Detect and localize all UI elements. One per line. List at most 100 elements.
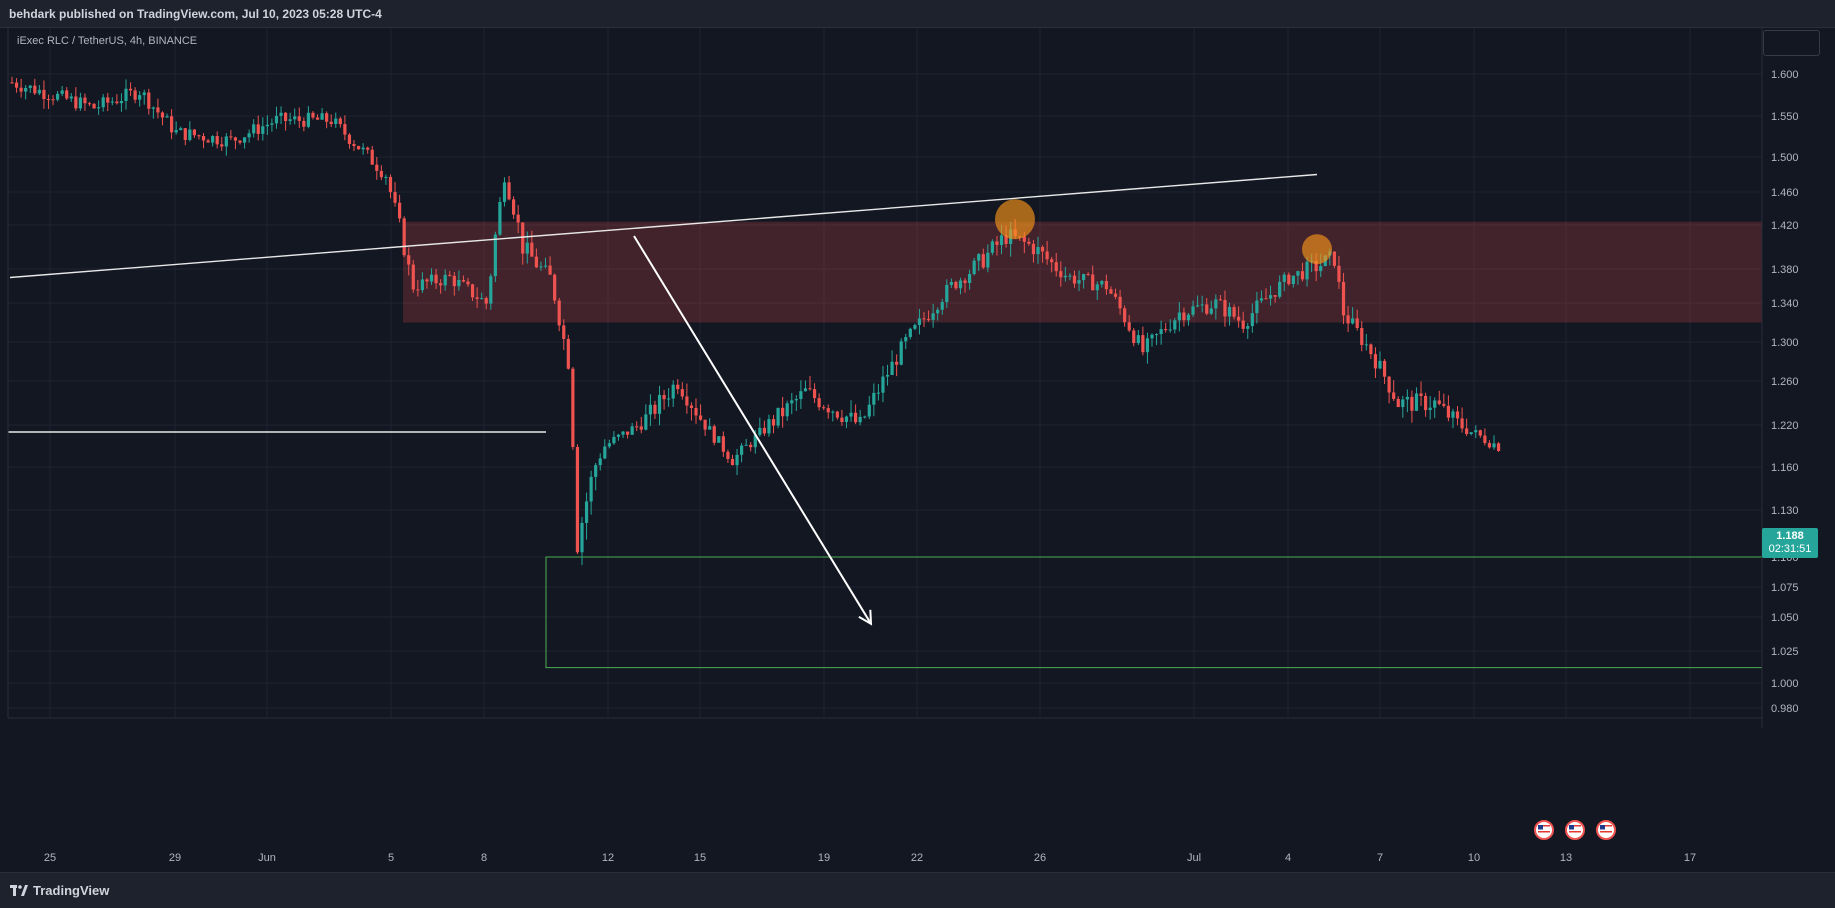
time-tick-label: 10 bbox=[1468, 852, 1480, 864]
candle-body bbox=[926, 319, 931, 321]
candle-body bbox=[28, 85, 32, 88]
tradingview-logo[interactable]: TradingView bbox=[10, 883, 109, 898]
candle-body bbox=[33, 85, 37, 94]
flag-stripe bbox=[1600, 828, 1612, 830]
price-tick-label: 1.260 bbox=[1771, 376, 1799, 388]
highlight-circle bbox=[1302, 234, 1332, 265]
candle-body bbox=[334, 118, 338, 125]
candle-body bbox=[844, 416, 849, 423]
candle-body bbox=[83, 97, 87, 104]
last-price-tag: 1.188 02:31:51 bbox=[1762, 528, 1818, 558]
flag-canton bbox=[1600, 825, 1605, 830]
candle-body bbox=[776, 407, 780, 426]
candle-body bbox=[247, 133, 251, 138]
flag-stripe bbox=[1569, 834, 1581, 836]
candle-body bbox=[571, 368, 575, 447]
candle-body bbox=[110, 101, 114, 103]
candle-body bbox=[425, 279, 429, 282]
candle-body bbox=[1200, 304, 1204, 306]
candle-body bbox=[575, 446, 580, 553]
candle-body bbox=[1433, 400, 1437, 408]
candle-body bbox=[238, 140, 242, 143]
candle-body bbox=[288, 119, 292, 121]
candle-body bbox=[106, 97, 110, 103]
candle-body bbox=[949, 281, 953, 285]
time-tick-label: 29 bbox=[169, 852, 181, 864]
candle-body bbox=[1474, 430, 1478, 433]
candle-body bbox=[553, 274, 557, 301]
candle-body bbox=[566, 338, 570, 369]
candle-body bbox=[457, 279, 461, 287]
candle-body bbox=[1360, 327, 1364, 345]
candle-body bbox=[981, 254, 985, 268]
candle-body bbox=[347, 134, 352, 144]
time-tick-label: 19 bbox=[818, 852, 830, 864]
candle-body bbox=[831, 411, 835, 413]
candle-body bbox=[1218, 299, 1222, 301]
candle-body bbox=[1268, 295, 1273, 299]
candle-body bbox=[621, 431, 625, 435]
candle-body bbox=[936, 309, 940, 314]
candle-body bbox=[767, 419, 771, 434]
candle-body bbox=[1077, 280, 1081, 284]
flag-stripe bbox=[1538, 825, 1550, 827]
candle-body bbox=[913, 325, 917, 329]
candle-body bbox=[87, 103, 92, 105]
flag-stripe bbox=[1538, 828, 1550, 830]
candle-body bbox=[740, 445, 744, 455]
candle-body bbox=[940, 302, 944, 310]
us-flag-icon bbox=[1534, 820, 1554, 840]
candle-body bbox=[630, 426, 634, 435]
candle-body bbox=[366, 147, 370, 150]
candle-body bbox=[375, 164, 379, 171]
candle-body bbox=[972, 260, 976, 275]
candle-body bbox=[402, 218, 406, 256]
candle-body bbox=[411, 264, 415, 290]
candle-body bbox=[1209, 308, 1213, 314]
candle-body bbox=[1405, 396, 1409, 400]
candle-body bbox=[730, 458, 735, 466]
candle-body bbox=[466, 281, 470, 285]
candle-body bbox=[616, 434, 621, 437]
candle-body bbox=[803, 388, 808, 392]
last-price: 1.188 bbox=[1776, 530, 1804, 542]
candle-body bbox=[1314, 260, 1318, 272]
candle-body bbox=[822, 407, 826, 409]
candle-body bbox=[452, 275, 456, 287]
candle-body bbox=[448, 274, 452, 276]
candle-body bbox=[1104, 281, 1108, 290]
candle-body bbox=[183, 128, 187, 140]
flag-ring bbox=[1534, 820, 1554, 840]
candle-body bbox=[1173, 320, 1177, 330]
candle-body bbox=[311, 112, 315, 118]
candle-body bbox=[1287, 274, 1291, 285]
flag-canton bbox=[1538, 825, 1543, 830]
candle-body bbox=[662, 394, 666, 400]
candle-body bbox=[1132, 330, 1136, 343]
publisher-text: behdark published on TradingView.com, Ju… bbox=[9, 7, 382, 21]
flag-stripe bbox=[1569, 825, 1581, 827]
candle-body bbox=[735, 454, 739, 466]
candle-body bbox=[270, 123, 274, 125]
candle-body bbox=[904, 336, 908, 342]
candle-body bbox=[881, 376, 885, 393]
candle-body bbox=[708, 426, 712, 430]
top-right-box[interactable] bbox=[1763, 30, 1820, 56]
candle-body bbox=[1332, 251, 1336, 266]
candle-body bbox=[160, 112, 165, 118]
candle-body bbox=[512, 199, 516, 215]
price-tick-label: 1.130 bbox=[1771, 505, 1799, 517]
candle-body bbox=[762, 427, 766, 434]
candle-body bbox=[1378, 360, 1382, 369]
candle-body bbox=[712, 426, 716, 443]
candle-body bbox=[721, 436, 725, 452]
candle-body bbox=[51, 99, 55, 101]
candle-body bbox=[1483, 435, 1487, 444]
candle-body bbox=[1487, 443, 1492, 448]
time-tick-label: 15 bbox=[694, 852, 706, 864]
price-tick-label: 1.300 bbox=[1771, 337, 1799, 349]
candle-body bbox=[142, 92, 146, 96]
candle-body bbox=[1305, 261, 1309, 280]
candle-body bbox=[388, 176, 393, 193]
